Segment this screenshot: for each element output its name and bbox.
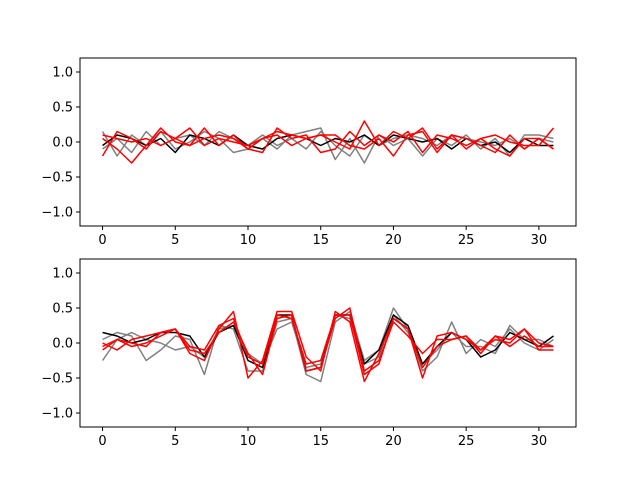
x-tick-label: 0 [98, 233, 106, 248]
y-tick-label: −0.5 [41, 372, 73, 387]
x-tick-label: 10 [240, 434, 257, 449]
y-tick-label: 0.0 [52, 136, 73, 151]
series-group [101, 120, 555, 164]
y-tick-label: −0.5 [41, 171, 73, 186]
x-tick-label: 25 [458, 233, 475, 248]
x-tick-label: 0 [98, 434, 106, 449]
x-tick-label: 15 [312, 233, 329, 248]
x-tick-label: 15 [312, 434, 329, 449]
series-line-6 [102, 314, 554, 376]
series-line-1 [102, 307, 554, 383]
series-line-1 [101, 127, 554, 164]
series-group [101, 307, 554, 383]
y-tick-label: −1.0 [41, 206, 73, 221]
x-tick-label: 5 [171, 233, 179, 248]
series-line-6 [102, 127, 554, 157]
y-tick-label: −1.0 [41, 407, 73, 422]
y-tick-label: 1.0 [52, 267, 73, 282]
x-tick-label: 30 [531, 434, 548, 449]
axes-2: 0 5 10 15 20 25 30 −1.0 −0.5 0.0 0.5 1.0 [41, 258, 577, 449]
x-tick-label: 5 [171, 434, 179, 449]
y-tick-label: 0.5 [52, 101, 73, 116]
x-tick-label: 10 [240, 233, 257, 248]
x-tick-label: 30 [531, 233, 548, 248]
y-tick-label: 0.0 [52, 337, 73, 352]
axes-1: 0 5 10 15 20 25 30 −1.0 −0.5 0.0 0.5 1.0 [41, 57, 577, 248]
y-tick-label: 1.0 [52, 66, 73, 81]
x-tick-label: 20 [385, 434, 402, 449]
x-tick-label: 25 [458, 434, 475, 449]
y-tick-label: 0.5 [52, 302, 73, 317]
x-tick-label: 20 [385, 233, 402, 248]
series-line-4 [101, 120, 554, 157]
